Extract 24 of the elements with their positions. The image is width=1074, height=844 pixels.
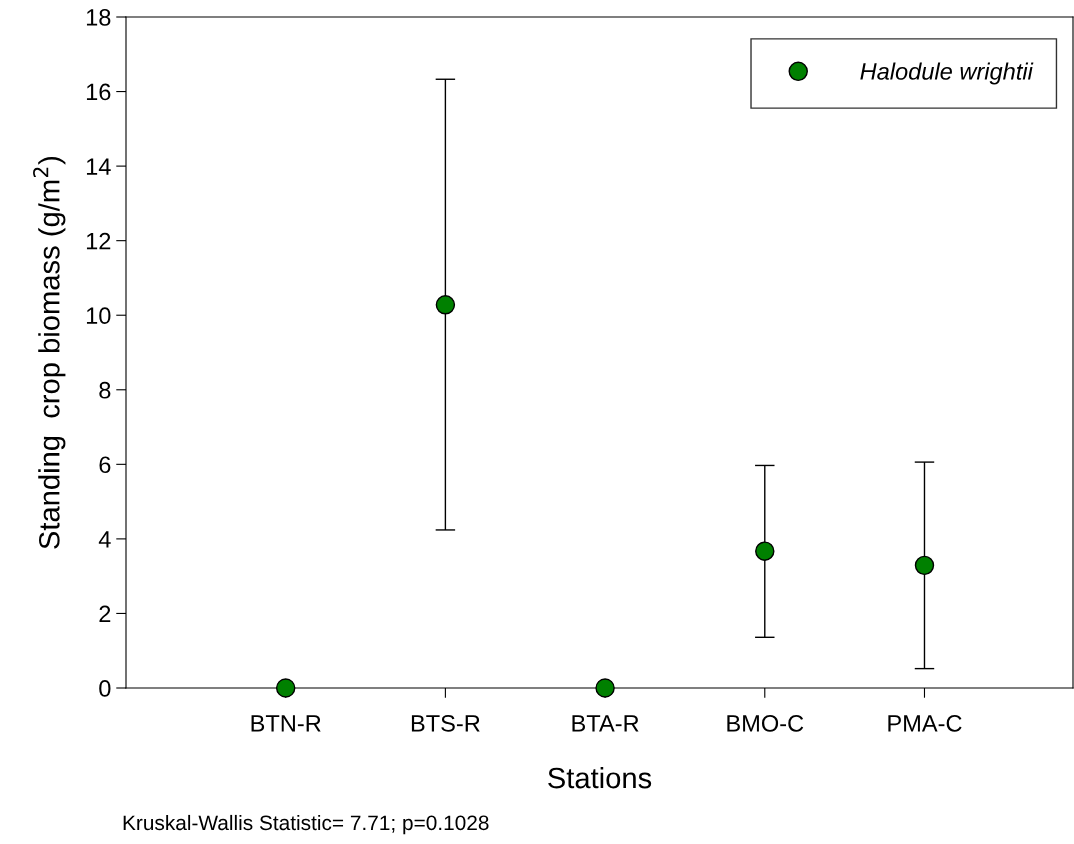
y-tick-label: 8 bbox=[99, 381, 111, 399]
point bbox=[435, 295, 456, 315]
point bbox=[275, 678, 296, 698]
x-tick-label: BMO-C bbox=[727, 715, 804, 732]
point bbox=[755, 541, 775, 561]
y-tick-label: 4 bbox=[98, 531, 111, 548]
y-axis-title: Standing crop biomass (g/m$^{2}$) bbox=[33, 156, 66, 549]
x-tick-label: BTS-R bbox=[411, 715, 480, 732]
text: Kruskal-Wallis Statistic= 7.71; p=0.1028 bbox=[123, 814, 489, 835]
x-tick-label: BTN-R bbox=[251, 715, 321, 732]
y-tick-label: 2 bbox=[99, 605, 111, 622]
point bbox=[595, 678, 615, 698]
point bbox=[914, 555, 935, 576]
x-tick-label: PMA-C bbox=[888, 715, 962, 732]
y-tick-label: 10 bbox=[86, 307, 111, 325]
y-tick-label: 0 bbox=[99, 680, 111, 697]
y-tick-label: 12 bbox=[86, 232, 111, 250]
legend-label: Halodule wrightii bbox=[860, 62, 1034, 85]
y-tick-label: 16 bbox=[86, 83, 111, 101]
y-tick-label: 14 bbox=[86, 158, 111, 175]
x-axis-title: Stations bbox=[548, 766, 652, 789]
y-tick-label: 6 bbox=[99, 456, 111, 474]
y-tick-label: 18 bbox=[86, 9, 111, 26]
x-tick-label: BTA-R bbox=[572, 715, 639, 732]
